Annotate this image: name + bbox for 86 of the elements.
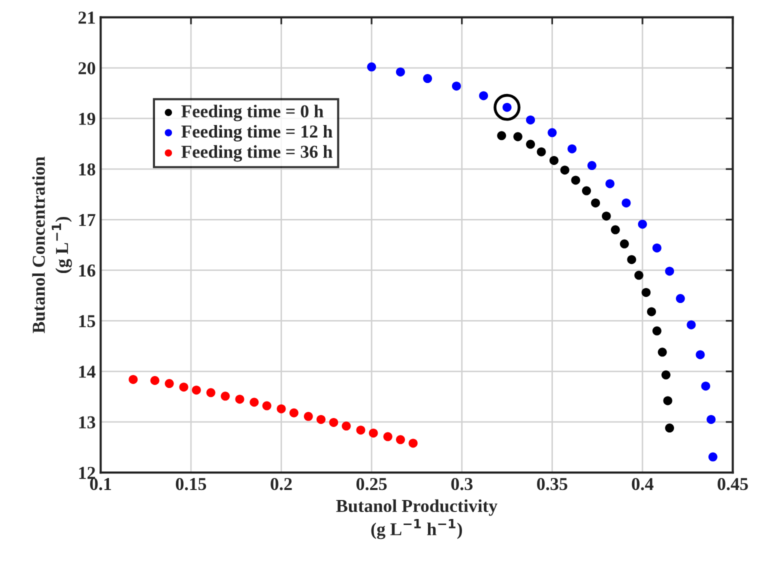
x-tick-label: 0.2 xyxy=(270,478,292,490)
point xyxy=(179,382,188,392)
y-tick-label: 12 xyxy=(79,466,96,479)
point xyxy=(647,307,656,316)
point xyxy=(276,404,286,414)
point xyxy=(620,239,629,248)
point xyxy=(423,74,432,84)
point xyxy=(368,428,378,438)
point xyxy=(548,128,557,138)
point xyxy=(571,176,580,185)
point xyxy=(663,396,672,406)
y-tick-label: 21 xyxy=(78,12,95,24)
legend-label: Feeding time = 0 h xyxy=(181,104,324,122)
point xyxy=(582,186,591,196)
point xyxy=(329,418,338,427)
point xyxy=(638,220,647,229)
x-tick-label: 0.3 xyxy=(451,478,473,490)
point xyxy=(708,452,718,462)
point xyxy=(665,424,674,433)
x-tick-label: 0.35 xyxy=(537,478,568,490)
y-axis-title: Butanol Concentration (g L$^{−1}$) xyxy=(32,156,72,334)
y-tick-label: 20 xyxy=(78,62,96,74)
legend-label: Feeding time = 36 h xyxy=(181,145,332,162)
point xyxy=(652,243,662,252)
point xyxy=(396,67,405,76)
point xyxy=(494,94,520,121)
point xyxy=(150,376,160,385)
point xyxy=(665,266,674,276)
point xyxy=(560,166,570,175)
point xyxy=(676,294,685,304)
x-tick-label: 0.1 xyxy=(90,478,112,490)
y-tick-label: 15 xyxy=(79,315,96,328)
point xyxy=(383,432,392,442)
point xyxy=(304,412,313,421)
point xyxy=(686,320,696,330)
point xyxy=(250,398,259,407)
point xyxy=(479,91,488,100)
point xyxy=(652,326,662,336)
y-tick-label: 16 xyxy=(79,264,96,277)
point xyxy=(164,379,174,388)
legend-label: Feeding time = 12 h xyxy=(181,124,332,142)
y-tick-label: 13 xyxy=(79,416,96,428)
point xyxy=(627,255,636,264)
point xyxy=(206,388,216,398)
point xyxy=(316,414,326,424)
point xyxy=(408,438,418,448)
point xyxy=(706,414,716,424)
y-tick-label: 14 xyxy=(79,366,96,378)
point xyxy=(622,198,631,208)
point xyxy=(289,408,298,418)
point xyxy=(634,270,644,280)
point xyxy=(602,212,611,221)
y-tick-label: 18 xyxy=(79,163,96,176)
point xyxy=(396,435,405,444)
point xyxy=(610,225,620,234)
point xyxy=(526,115,536,124)
point xyxy=(497,131,506,140)
point xyxy=(128,374,138,384)
point xyxy=(356,426,366,435)
point xyxy=(220,392,230,401)
x-tick-label: 0.25 xyxy=(356,478,387,490)
x-tick-label: 0.15 xyxy=(176,478,206,490)
point xyxy=(262,401,272,410)
point xyxy=(568,144,577,154)
point xyxy=(642,288,651,297)
point xyxy=(192,386,201,395)
point xyxy=(235,394,244,404)
point xyxy=(513,132,522,142)
point xyxy=(526,140,536,149)
point xyxy=(536,147,546,156)
point xyxy=(658,348,667,357)
point xyxy=(696,350,705,360)
x-axis-title: Butanol Productivity (g L$^{−1}$ h$^{−1}$) xyxy=(336,499,498,540)
point xyxy=(701,382,710,391)
x-tick-label: 0.45 xyxy=(718,478,748,490)
point xyxy=(605,179,614,188)
point xyxy=(661,370,670,380)
point xyxy=(452,82,461,91)
y-tick-label: 19 xyxy=(79,112,96,125)
x-tick-label: 0.4 xyxy=(632,478,654,490)
point xyxy=(367,62,376,72)
y-tick-label: 17 xyxy=(79,214,96,226)
point xyxy=(549,156,558,165)
point xyxy=(587,161,596,170)
point xyxy=(591,198,600,208)
point xyxy=(342,422,351,431)
